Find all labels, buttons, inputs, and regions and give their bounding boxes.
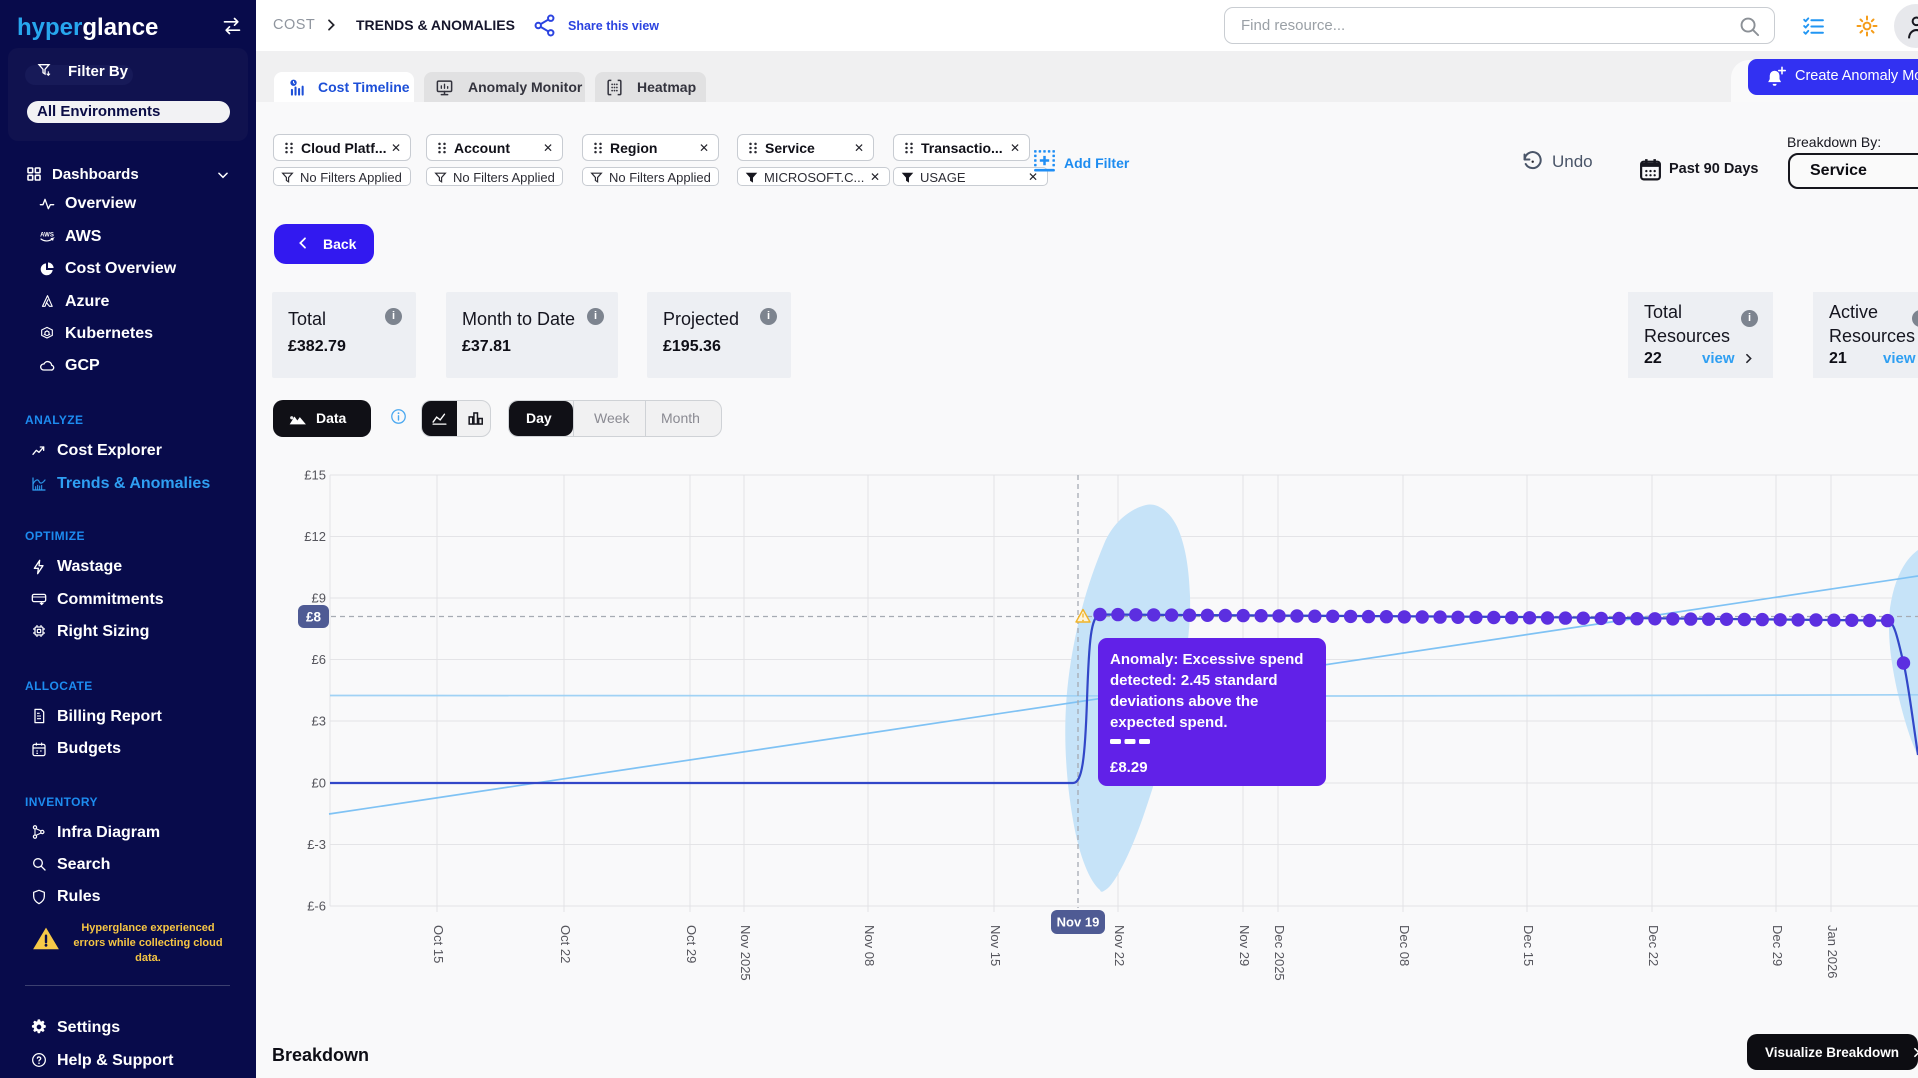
- svg-text:Nov 15: Nov 15: [988, 925, 1003, 966]
- svg-text:Oct 15: Oct 15: [431, 925, 446, 963]
- svg-text:£6: £6: [312, 652, 326, 667]
- svg-text:£3: £3: [312, 714, 326, 729]
- svg-text:£-6: £-6: [307, 899, 326, 914]
- svg-text:£15: £15: [304, 468, 326, 483]
- svg-text:deviations above the: deviations above the: [1110, 693, 1258, 710]
- svg-text:£8: £8: [306, 610, 322, 625]
- svg-text:detected: 2.45 standard: detected: 2.45 standard: [1110, 672, 1278, 689]
- svg-text:Dec 29: Dec 29: [1770, 925, 1785, 966]
- svg-text:Oct 29: Oct 29: [684, 925, 699, 963]
- svg-text:expected spend.: expected spend.: [1110, 714, 1228, 731]
- svg-text:Nov 29: Nov 29: [1237, 925, 1252, 966]
- svg-text:Oct 22: Oct 22: [558, 925, 573, 963]
- svg-text:Anomaly: Excessive spend: Anomaly: Excessive spend: [1110, 651, 1303, 668]
- svg-text:Dec 15: Dec 15: [1521, 925, 1536, 966]
- svg-text:Nov 08: Nov 08: [862, 925, 877, 966]
- svg-text:£8.29: £8.29: [1110, 759, 1148, 776]
- svg-text:£9: £9: [312, 591, 326, 606]
- svg-text:AWS: AWS: [40, 232, 54, 238]
- svg-text:Nov 19: Nov 19: [1057, 915, 1100, 930]
- svg-text:£0: £0: [312, 776, 326, 791]
- svg-text:Dec 08: Dec 08: [1397, 925, 1412, 966]
- svg-text:Jan 2026: Jan 2026: [1825, 925, 1840, 979]
- svg-text:£12: £12: [304, 529, 326, 544]
- svg-text:Nov 2025: Nov 2025: [738, 925, 753, 981]
- svg-text:£-3: £-3: [307, 837, 326, 852]
- svg-text:Dec 2025: Dec 2025: [1272, 925, 1287, 981]
- svg-text:Nov 22: Nov 22: [1112, 925, 1127, 966]
- svg-text:Dec 22: Dec 22: [1646, 925, 1661, 966]
